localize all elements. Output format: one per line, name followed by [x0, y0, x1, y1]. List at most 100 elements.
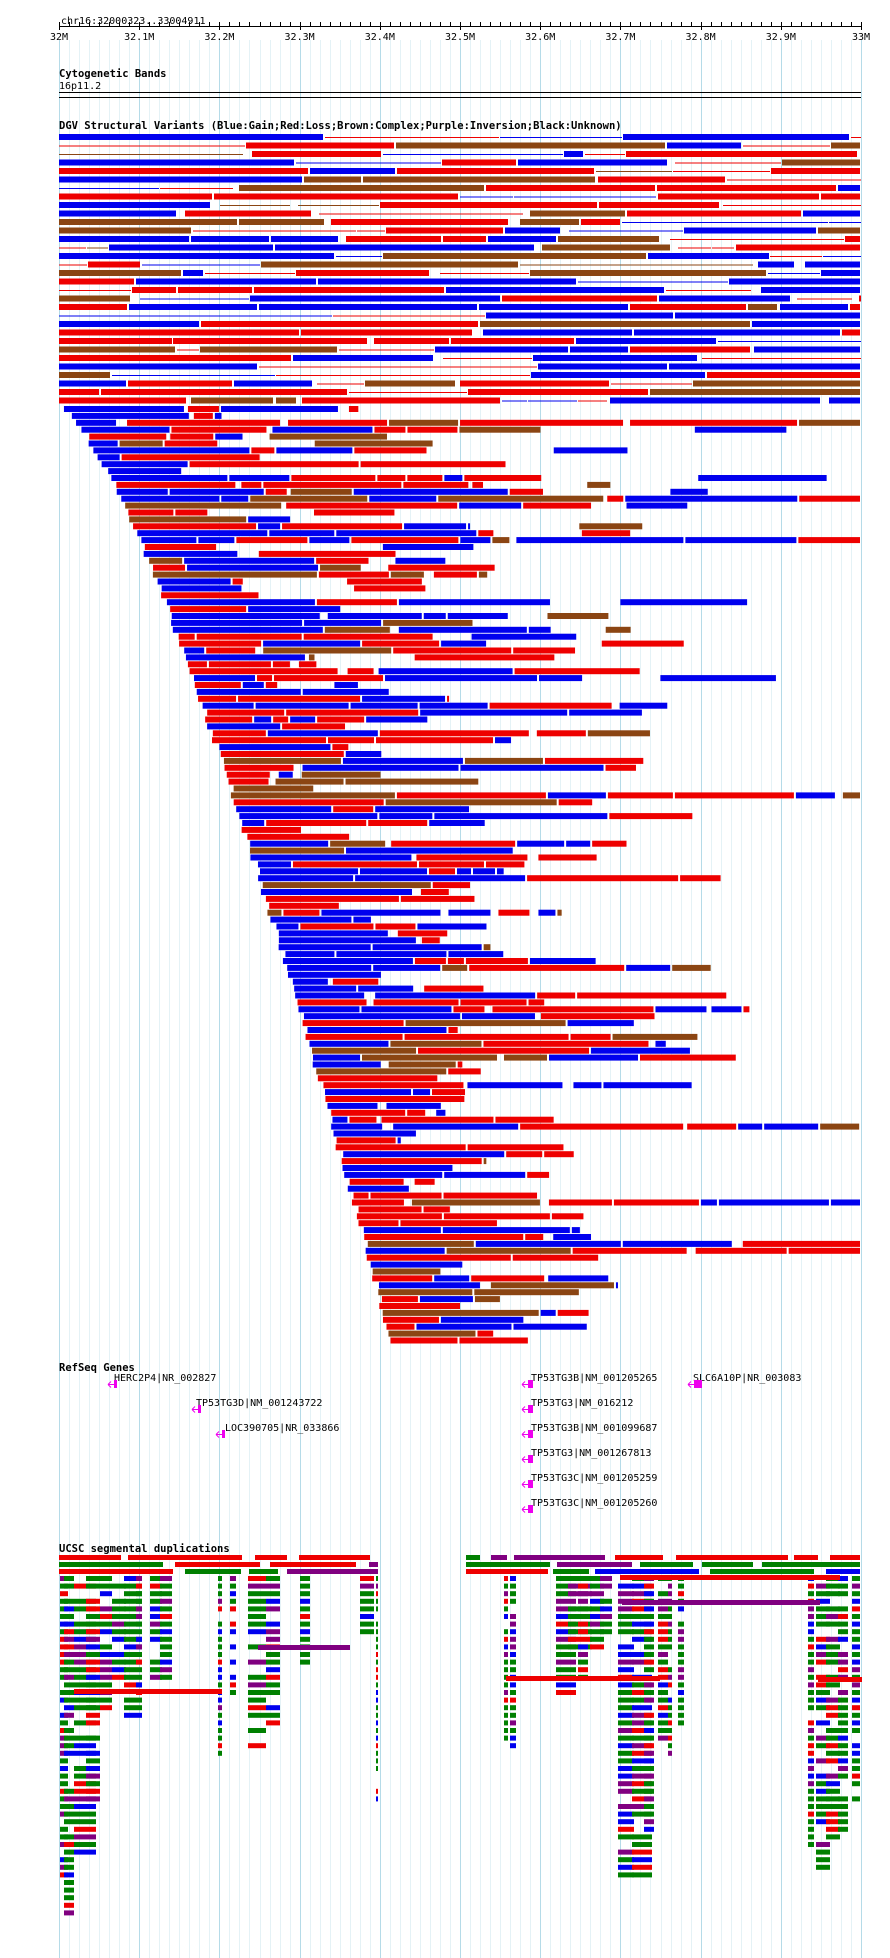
segdup-feature	[678, 1621, 684, 1627]
sv-feature	[472, 481, 484, 488]
sv-feature	[153, 564, 186, 571]
sv-feature	[59, 227, 191, 234]
sv-feature	[581, 219, 620, 225]
sv-feature	[342, 1165, 453, 1171]
segdup-feature	[826, 1735, 840, 1741]
sv-feature	[287, 964, 372, 971]
refseq-gene-glyphs[interactable]	[0, 1370, 890, 1530]
segdup-feature	[826, 1682, 840, 1688]
sv-feature	[718, 1199, 829, 1206]
gene-label-tp53tg3c-2[interactable]: TP53TG3C|NM_001205260	[531, 1498, 658, 1509]
sv-feature	[444, 475, 463, 481]
cytoband-label: 16p11.2	[59, 81, 102, 92]
sv-feature	[283, 909, 320, 916]
segdup-feature	[124, 1712, 142, 1718]
sv-feature	[282, 723, 346, 730]
sv-feature	[375, 806, 470, 813]
ruler-tick-label: 32.7M	[605, 32, 635, 43]
segdup-feature	[86, 1750, 100, 1756]
sv-feature	[333, 1130, 416, 1137]
segdup-feature	[852, 1690, 860, 1695]
gene-label-tp53tg3c-1[interactable]: TP53TG3C|NM_001205259	[531, 1473, 658, 1484]
segdup-feature	[64, 1834, 74, 1840]
sv-feature	[101, 461, 188, 468]
segdup-feature	[150, 1674, 162, 1680]
segdup-feature	[60, 1781, 68, 1787]
segdup-feature	[136, 1652, 142, 1657]
segdup-feature	[644, 1583, 654, 1589]
segdup-feature	[618, 1629, 634, 1635]
gene-label-tp53tg3d[interactable]: TP53TG3D|NM_001243722	[196, 1398, 323, 1409]
gene-label-loc390705[interactable]: LOC390705|NR_033866	[225, 1423, 340, 1434]
segdup-feature	[644, 1606, 654, 1612]
segdup-feature	[658, 1728, 668, 1733]
segdup-feature	[150, 1591, 162, 1597]
sv-feature	[59, 321, 199, 327]
segdup-feature	[510, 1697, 516, 1703]
sv-feature	[336, 1137, 396, 1144]
sv-feature	[59, 278, 134, 285]
segdup-feature	[600, 1606, 612, 1612]
sv-feature	[488, 236, 556, 242]
segdup-feature	[136, 1614, 142, 1619]
sv-feature	[271, 236, 338, 242]
sv-feature	[304, 176, 361, 183]
segdup-feature	[678, 1674, 684, 1680]
segdup-feature	[590, 1606, 604, 1612]
segdup-feature	[112, 1621, 126, 1627]
gene-exon	[114, 1380, 117, 1388]
segdup-feature	[300, 1591, 310, 1597]
sv-feature	[397, 168, 594, 174]
segdup-feature	[678, 1720, 684, 1726]
segdup-feature	[248, 1712, 266, 1718]
segdup-feature	[136, 1576, 142, 1581]
segdup-feature	[632, 1591, 652, 1597]
segdup-feature	[816, 1804, 830, 1809]
ruler-tick-label: 32.4M	[365, 32, 395, 43]
sv-feature	[489, 702, 612, 709]
gene-strand-arrow	[107, 1381, 112, 1388]
sv-feature	[830, 1199, 860, 1206]
sv-feature	[506, 1151, 543, 1158]
sv-feature	[278, 930, 388, 937]
segdup-feature	[74, 1636, 96, 1642]
sv-feature	[674, 792, 794, 799]
gene-label-slc6a10p[interactable]: SLC6A10P|NR_003083	[693, 1373, 802, 1384]
sv-feature	[448, 909, 491, 916]
sv-feature	[129, 304, 257, 310]
sv-feature	[551, 1213, 584, 1220]
segdup-feature	[160, 1667, 172, 1673]
segdup-feature	[852, 1614, 860, 1619]
gene-label-tp53tg3b-2[interactable]: TP53TG3B|NM_001099687	[531, 1423, 658, 1434]
sv-feature	[173, 338, 367, 344]
gene-label-herc2p4[interactable]: HERC2P4|NR_002827	[114, 1373, 217, 1384]
gene-label-tp53tg3-2[interactable]: TP53TG3|NM_001267813	[531, 1448, 652, 1459]
gene-label-tp53tg3-1[interactable]: TP53TG3|NM_016212	[531, 1398, 634, 1409]
segdup-feature	[218, 1735, 222, 1741]
gene-label-tp53tg3b-1[interactable]: TP53TG3B|NM_001205265	[531, 1373, 658, 1384]
segdup-feature	[300, 1659, 310, 1665]
segdup-feature	[64, 1576, 74, 1581]
segdup-feature	[218, 1720, 222, 1726]
sv-feature	[88, 440, 118, 447]
segdup-feature	[852, 1697, 860, 1703]
segdup-feature	[248, 1690, 266, 1695]
segdup-feature	[595, 1569, 699, 1574]
scale-ruler[interactable]: 32M 32.1M 32.2M 32.3M 32.4M 32.5M 32.6M 32.7M 32…	[0, 22, 890, 62]
sv-feature	[258, 875, 354, 882]
segdup-feature	[100, 1614, 112, 1619]
dgv-track[interactable]	[0, 130, 890, 1350]
segdup-feature	[658, 1697, 668, 1703]
segdup-feature	[852, 1743, 860, 1749]
sv-feature	[269, 902, 339, 909]
gene-exon	[694, 1380, 702, 1388]
sv-feature	[198, 537, 235, 544]
segdup-feature	[678, 1636, 684, 1642]
sv-feature	[375, 992, 536, 999]
segdup-feature	[808, 1652, 814, 1657]
segdup-feature	[852, 1659, 860, 1665]
segdup-track[interactable]	[0, 1553, 890, 1933]
segdup-feature	[510, 1728, 516, 1733]
sv-feature	[288, 419, 388, 426]
cytoband-ideogram[interactable]	[0, 90, 890, 102]
